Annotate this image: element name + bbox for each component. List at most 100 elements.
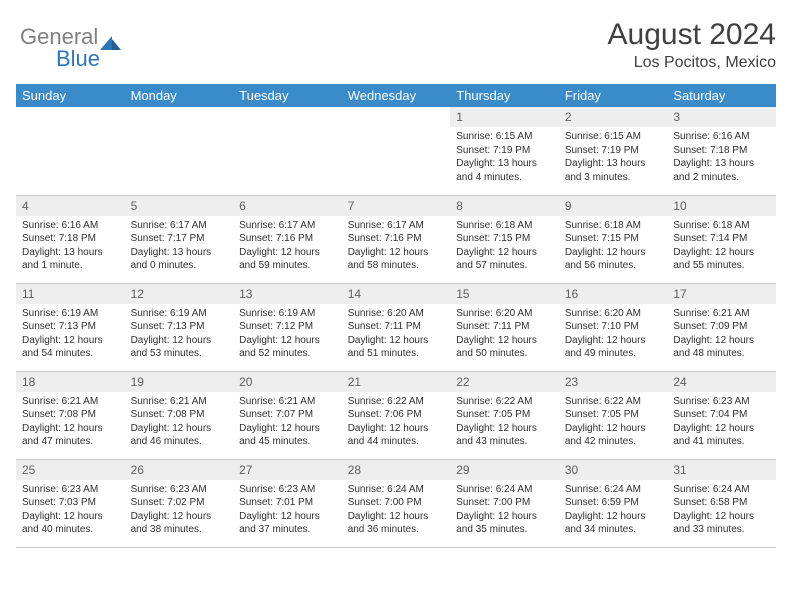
- day-text: Sunrise: 6:23 AM Sunset: 7:02 PM Dayligh…: [125, 480, 234, 541]
- calendar-cell: 16Sunrise: 6:20 AM Sunset: 7:10 PM Dayli…: [559, 283, 668, 371]
- day-text: Sunrise: 6:24 AM Sunset: 7:00 PM Dayligh…: [450, 480, 559, 541]
- day-text: Sunrise: 6:24 AM Sunset: 6:58 PM Dayligh…: [667, 480, 776, 541]
- calendar-row: 18Sunrise: 6:21 AM Sunset: 7:08 PM Dayli…: [16, 371, 776, 459]
- day-number: 18: [16, 372, 125, 392]
- weekday-header: Wednesday: [342, 84, 451, 107]
- day-number: 24: [667, 372, 776, 392]
- calendar-cell: 22Sunrise: 6:22 AM Sunset: 7:05 PM Dayli…: [450, 371, 559, 459]
- day-text: Sunrise: 6:22 AM Sunset: 7:06 PM Dayligh…: [342, 392, 451, 453]
- day-number: 6: [233, 196, 342, 216]
- calendar-cell: [16, 107, 125, 195]
- day-text: Sunrise: 6:20 AM Sunset: 7:10 PM Dayligh…: [559, 304, 668, 365]
- day-number: 2: [559, 107, 668, 127]
- calendar-body: 1Sunrise: 6:15 AM Sunset: 7:19 PM Daylig…: [16, 107, 776, 547]
- calendar-page: General August 2024 Los Pocitos, Mexico …: [0, 0, 792, 548]
- calendar-cell: 24Sunrise: 6:23 AM Sunset: 7:04 PM Dayli…: [667, 371, 776, 459]
- day-text: Sunrise: 6:22 AM Sunset: 7:05 PM Dayligh…: [450, 392, 559, 453]
- weekday-header: Sunday: [16, 84, 125, 107]
- calendar-row: 25Sunrise: 6:23 AM Sunset: 7:03 PM Dayli…: [16, 459, 776, 547]
- day-text: Sunrise: 6:23 AM Sunset: 7:03 PM Dayligh…: [16, 480, 125, 541]
- day-number: 11: [16, 284, 125, 304]
- calendar-cell: 23Sunrise: 6:22 AM Sunset: 7:05 PM Dayli…: [559, 371, 668, 459]
- day-text: Sunrise: 6:21 AM Sunset: 7:09 PM Dayligh…: [667, 304, 776, 365]
- calendar-cell: 8Sunrise: 6:18 AM Sunset: 7:15 PM Daylig…: [450, 195, 559, 283]
- day-text: Sunrise: 6:17 AM Sunset: 7:16 PM Dayligh…: [233, 216, 342, 277]
- calendar-cell: 29Sunrise: 6:24 AM Sunset: 7:00 PM Dayli…: [450, 459, 559, 547]
- calendar-cell: 21Sunrise: 6:22 AM Sunset: 7:06 PM Dayli…: [342, 371, 451, 459]
- day-number: 9: [559, 196, 668, 216]
- calendar-cell: 5Sunrise: 6:17 AM Sunset: 7:17 PM Daylig…: [125, 195, 234, 283]
- calendar-cell: 19Sunrise: 6:21 AM Sunset: 7:08 PM Dayli…: [125, 371, 234, 459]
- day-text: Sunrise: 6:17 AM Sunset: 7:17 PM Dayligh…: [125, 216, 234, 277]
- weekday-header: Saturday: [667, 84, 776, 107]
- weekday-header: Tuesday: [233, 84, 342, 107]
- day-number: 21: [342, 372, 451, 392]
- calendar-cell: 18Sunrise: 6:21 AM Sunset: 7:08 PM Dayli…: [16, 371, 125, 459]
- day-text: Sunrise: 6:21 AM Sunset: 7:08 PM Dayligh…: [16, 392, 125, 453]
- calendar-cell: 26Sunrise: 6:23 AM Sunset: 7:02 PM Dayli…: [125, 459, 234, 547]
- calendar-cell: [342, 107, 451, 195]
- location: Los Pocitos, Mexico: [608, 54, 776, 72]
- calendar-cell: 31Sunrise: 6:24 AM Sunset: 6:58 PM Dayli…: [667, 459, 776, 547]
- weekday-header: Thursday: [450, 84, 559, 107]
- calendar-row: 4Sunrise: 6:16 AM Sunset: 7:18 PM Daylig…: [16, 195, 776, 283]
- day-text: Sunrise: 6:20 AM Sunset: 7:11 PM Dayligh…: [342, 304, 451, 365]
- day-text: Sunrise: 6:18 AM Sunset: 7:15 PM Dayligh…: [450, 216, 559, 277]
- calendar-cell: 14Sunrise: 6:20 AM Sunset: 7:11 PM Dayli…: [342, 283, 451, 371]
- day-number: 20: [233, 372, 342, 392]
- day-number: 23: [559, 372, 668, 392]
- calendar-cell: 11Sunrise: 6:19 AM Sunset: 7:13 PM Dayli…: [16, 283, 125, 371]
- day-number: 12: [125, 284, 234, 304]
- day-number: 30: [559, 460, 668, 480]
- calendar-cell: [125, 107, 234, 195]
- day-text: Sunrise: 6:17 AM Sunset: 7:16 PM Dayligh…: [342, 216, 451, 277]
- calendar-cell: 6Sunrise: 6:17 AM Sunset: 7:16 PM Daylig…: [233, 195, 342, 283]
- calendar-cell: 15Sunrise: 6:20 AM Sunset: 7:11 PM Dayli…: [450, 283, 559, 371]
- day-number: 31: [667, 460, 776, 480]
- title-block: August 2024 Los Pocitos, Mexico: [608, 18, 776, 72]
- day-number: 14: [342, 284, 451, 304]
- day-number: 29: [450, 460, 559, 480]
- day-number: 17: [667, 284, 776, 304]
- day-text: Sunrise: 6:19 AM Sunset: 7:13 PM Dayligh…: [125, 304, 234, 365]
- day-text: Sunrise: 6:19 AM Sunset: 7:12 PM Dayligh…: [233, 304, 342, 365]
- logo-sail-icon: [100, 36, 122, 50]
- calendar-cell: 2Sunrise: 6:15 AM Sunset: 7:19 PM Daylig…: [559, 107, 668, 195]
- day-number: 19: [125, 372, 234, 392]
- calendar-cell: 25Sunrise: 6:23 AM Sunset: 7:03 PM Dayli…: [16, 459, 125, 547]
- day-text: Sunrise: 6:23 AM Sunset: 7:04 PM Dayligh…: [667, 392, 776, 453]
- calendar-cell: 13Sunrise: 6:19 AM Sunset: 7:12 PM Dayli…: [233, 283, 342, 371]
- calendar-cell: 27Sunrise: 6:23 AM Sunset: 7:01 PM Dayli…: [233, 459, 342, 547]
- day-text: Sunrise: 6:21 AM Sunset: 7:08 PM Dayligh…: [125, 392, 234, 453]
- calendar-cell: 1Sunrise: 6:15 AM Sunset: 7:19 PM Daylig…: [450, 107, 559, 195]
- calendar-row: 1Sunrise: 6:15 AM Sunset: 7:19 PM Daylig…: [16, 107, 776, 195]
- calendar-cell: 30Sunrise: 6:24 AM Sunset: 6:59 PM Dayli…: [559, 459, 668, 547]
- calendar-cell: 28Sunrise: 6:24 AM Sunset: 7:00 PM Dayli…: [342, 459, 451, 547]
- day-number: 22: [450, 372, 559, 392]
- calendar-cell: 10Sunrise: 6:18 AM Sunset: 7:14 PM Dayli…: [667, 195, 776, 283]
- day-number: 13: [233, 284, 342, 304]
- day-number: 27: [233, 460, 342, 480]
- day-text: Sunrise: 6:20 AM Sunset: 7:11 PM Dayligh…: [450, 304, 559, 365]
- calendar-row: 11Sunrise: 6:19 AM Sunset: 7:13 PM Dayli…: [16, 283, 776, 371]
- logo-overlay: General Blue: [20, 24, 122, 72]
- day-number: 28: [342, 460, 451, 480]
- day-text: Sunrise: 6:18 AM Sunset: 7:14 PM Dayligh…: [667, 216, 776, 277]
- day-number: 16: [559, 284, 668, 304]
- day-text: Sunrise: 6:18 AM Sunset: 7:15 PM Dayligh…: [559, 216, 668, 277]
- day-text: Sunrise: 6:16 AM Sunset: 7:18 PM Dayligh…: [16, 216, 125, 277]
- calendar-cell: 20Sunrise: 6:21 AM Sunset: 7:07 PM Dayli…: [233, 371, 342, 459]
- day-number: 15: [450, 284, 559, 304]
- day-number: 25: [16, 460, 125, 480]
- day-text: Sunrise: 6:16 AM Sunset: 7:18 PM Dayligh…: [667, 127, 776, 188]
- day-text: Sunrise: 6:24 AM Sunset: 7:00 PM Dayligh…: [342, 480, 451, 541]
- day-text: Sunrise: 6:24 AM Sunset: 6:59 PM Dayligh…: [559, 480, 668, 541]
- day-number: 7: [342, 196, 451, 216]
- day-number: 4: [16, 196, 125, 216]
- weekday-header-row: Sunday Monday Tuesday Wednesday Thursday…: [16, 84, 776, 107]
- calendar-cell: [233, 107, 342, 195]
- day-number: 3: [667, 107, 776, 127]
- day-number: 26: [125, 460, 234, 480]
- calendar-cell: 4Sunrise: 6:16 AM Sunset: 7:18 PM Daylig…: [16, 195, 125, 283]
- weekday-header: Monday: [125, 84, 234, 107]
